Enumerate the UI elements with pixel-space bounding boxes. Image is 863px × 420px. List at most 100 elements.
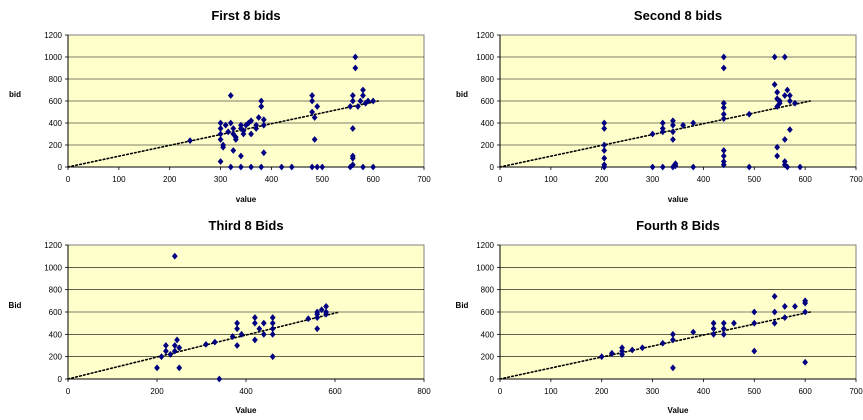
data-point	[269, 353, 276, 361]
data-point	[349, 125, 356, 132]
data-point	[352, 53, 359, 61]
x-tick-label: 0	[66, 175, 71, 184]
data-point	[786, 92, 793, 99]
x-tick-label: 200	[150, 387, 164, 396]
chart-panel: 0 200 400 600 800 1000 1200 0 100 200 300 400 500 600…	[456, 218, 863, 415]
data-point	[619, 351, 625, 358]
y-tick-label: 400	[49, 330, 63, 339]
data-point	[211, 338, 218, 346]
data-point	[720, 319, 727, 327]
data-point	[260, 149, 267, 157]
x-tick-label: 600	[328, 387, 342, 396]
data-point	[751, 308, 758, 316]
data-point	[649, 163, 656, 171]
data-point	[349, 154, 356, 162]
data-point	[238, 152, 244, 160]
data-point	[234, 319, 240, 327]
data-point	[174, 336, 180, 344]
x-tick-label: 700	[417, 175, 431, 184]
data-point	[269, 330, 276, 338]
data-point	[601, 154, 608, 162]
data-point	[670, 136, 676, 143]
data-point	[792, 99, 798, 107]
x-axis-label: Value	[668, 406, 689, 415]
y-tick-label: 400	[49, 119, 63, 128]
data-point	[720, 115, 727, 122]
data-point	[256, 325, 263, 333]
data-point	[751, 319, 758, 327]
data-point	[248, 117, 254, 125]
data-point	[797, 163, 803, 171]
data-point	[314, 314, 321, 321]
x-axis-label: Value	[236, 406, 257, 415]
data-point	[680, 121, 686, 129]
x-tick-label: 0	[498, 387, 503, 396]
x-tick-label: 400	[239, 387, 253, 396]
y-tick-label: 800	[49, 75, 63, 84]
data-point	[269, 314, 276, 321]
data-point	[258, 163, 265, 171]
x-tick-label: 100	[544, 175, 558, 184]
data-point	[260, 330, 267, 338]
y-axis-label: bid	[9, 90, 21, 99]
data-point	[659, 339, 666, 347]
data-point	[802, 308, 809, 316]
data-point	[670, 128, 676, 136]
x-tick-label: 600	[798, 175, 812, 184]
x-tick-label: 300	[646, 175, 660, 184]
x-tick-label: 200	[163, 175, 177, 184]
y-tick-label: 1200	[476, 241, 494, 250]
data-point	[243, 121, 249, 129]
data-point	[253, 125, 260, 132]
data-point	[227, 163, 234, 171]
data-point	[370, 97, 377, 105]
data-point	[659, 163, 666, 171]
x-tick-label: 400	[697, 387, 711, 396]
data-point	[659, 119, 666, 127]
data-point	[217, 119, 224, 127]
data-point	[802, 299, 809, 307]
y-tick-label: 400	[481, 330, 495, 339]
data-point	[163, 347, 169, 355]
data-point	[319, 163, 326, 171]
data-point	[230, 147, 237, 154]
data-point	[710, 330, 717, 338]
data-point	[260, 319, 267, 327]
data-point	[309, 92, 316, 99]
y-tick-label: 1000	[476, 263, 494, 272]
data-point	[720, 53, 727, 61]
trendline	[67, 100, 380, 168]
trendline	[499, 100, 812, 168]
data-point	[232, 136, 239, 143]
y-tick-label: 200	[481, 353, 495, 362]
data-point	[217, 125, 224, 132]
data-point	[370, 163, 377, 171]
y-tick-label: 600	[49, 97, 63, 106]
data-point	[171, 347, 178, 355]
data-point	[323, 303, 329, 310]
data-point	[240, 130, 247, 138]
data-point	[203, 340, 209, 348]
data-point	[252, 319, 258, 327]
data-point	[230, 125, 237, 132]
data-point	[349, 92, 356, 99]
data-point	[176, 344, 183, 352]
data-point	[670, 330, 676, 338]
chart-panel: 0 200 400 600 800 1000 1200 0 100 200 300 400 500 600…	[9, 8, 431, 204]
data-point	[248, 130, 254, 138]
y-tick-label: 0	[58, 375, 63, 384]
data-point	[252, 336, 258, 344]
x-axis-label: value	[236, 195, 257, 204]
chart-panel: 0 200 400 600 800 1000 1200 0 100 200 300 400 500 600…	[456, 8, 863, 204]
data-point	[222, 121, 229, 129]
x-tick-label: 300	[214, 175, 228, 184]
data-point	[163, 342, 169, 349]
data-point	[217, 158, 224, 165]
data-point	[176, 364, 183, 372]
data-point	[670, 121, 676, 129]
data-point	[309, 97, 316, 105]
y-tick-label: 1200	[44, 241, 62, 250]
data-point	[347, 103, 354, 110]
data-point	[258, 103, 265, 110]
